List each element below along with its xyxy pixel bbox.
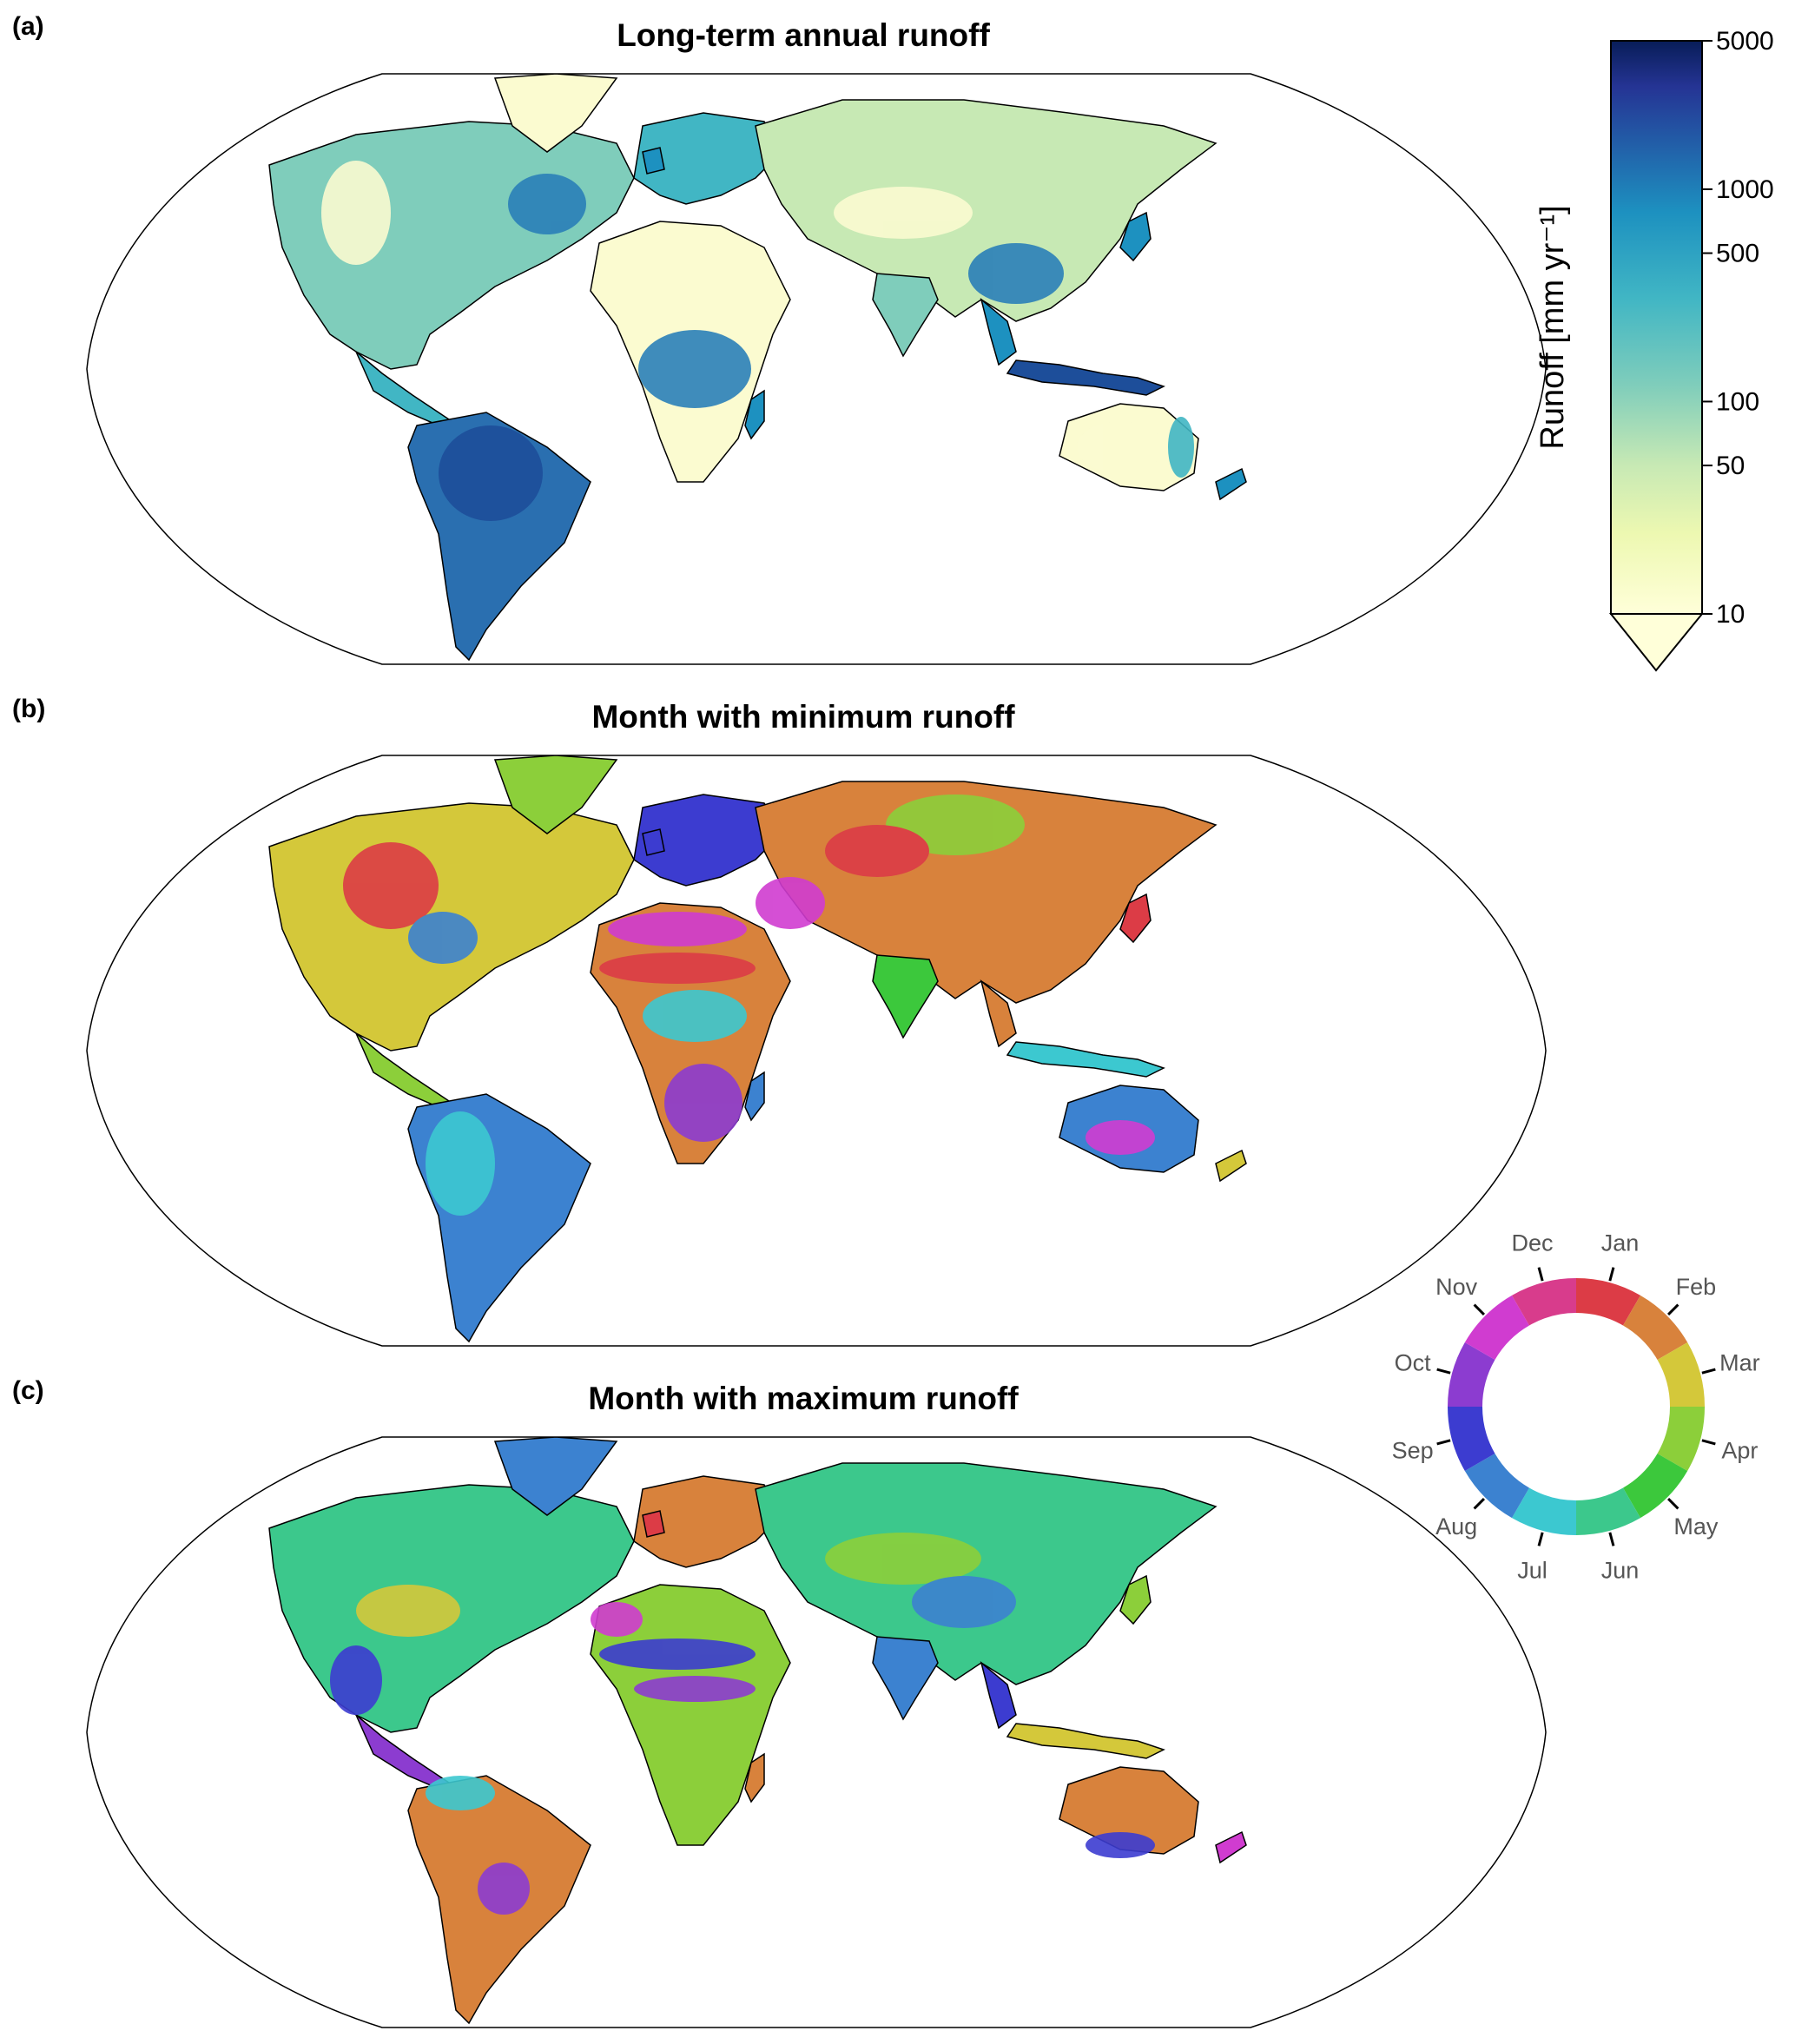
month-label-aug: Aug [1435, 1513, 1477, 1540]
month-tick [1436, 1439, 1451, 1446]
colorbar-ticks: 5000 1000 500 100 50 10 [1702, 27, 1774, 629]
runoff-colorbar: 5000 1000 500 100 50 10 Runoff [mm yr⁻¹] [1534, 27, 1774, 672]
annual-runoff-detail [321, 161, 1194, 521]
panel-a-letter: (a) [12, 12, 44, 41]
panel-a-map [86, 73, 1547, 665]
month-segment-jun [1576, 1487, 1640, 1535]
month-label-jan: Jan [1601, 1230, 1640, 1256]
month-tick [1608, 1267, 1615, 1282]
panel-c-title: Month with maximum runoff [588, 1381, 1019, 1416]
month-tick [1701, 1439, 1716, 1446]
month-label-nov: Nov [1435, 1274, 1478, 1300]
colorbar-body [1610, 40, 1703, 615]
panel-c-letter: (c) [12, 1376, 44, 1405]
month-label-mar: Mar [1719, 1350, 1760, 1376]
month-tick [1608, 1532, 1615, 1546]
month-segment-oct [1448, 1342, 1495, 1407]
month-tick [1473, 1303, 1485, 1315]
month-tick [1701, 1368, 1716, 1375]
month-label-apr: Apr [1721, 1437, 1758, 1463]
colorbar-tick-label: 10 [1716, 600, 1745, 629]
month-label-jun: Jun [1601, 1557, 1640, 1583]
colorbar-tick-label: 1000 [1716, 175, 1774, 204]
month-label-jul: Jul [1517, 1557, 1548, 1583]
month-segment-aug [1464, 1454, 1529, 1519]
month-label-sep: Sep [1392, 1437, 1434, 1463]
month-segment-nov [1464, 1295, 1529, 1360]
colorbar-label: Runoff [mm yr⁻¹] [1534, 205, 1571, 449]
month-tick [1473, 1498, 1485, 1510]
min-month-detail [343, 795, 1155, 1216]
panel-b-letter: (b) [12, 695, 46, 723]
month-segment-may [1623, 1454, 1688, 1519]
colorbar-tick-label: 5000 [1716, 27, 1774, 56]
month-tick [1537, 1267, 1544, 1282]
month-segment-dec [1512, 1278, 1576, 1326]
month-tick [1537, 1532, 1544, 1546]
month-label-may: May [1673, 1513, 1719, 1540]
colorbar-tick-label: 500 [1716, 240, 1759, 268]
colorbar-extend-arrow [1608, 613, 1705, 672]
month-label-feb: Feb [1676, 1274, 1717, 1300]
month-segment-apr [1657, 1407, 1705, 1471]
colorbar-tick-label: 50 [1716, 452, 1745, 480]
panel-b-map [86, 755, 1547, 1347]
month-segment-feb [1623, 1295, 1688, 1360]
max-month-detail [330, 1533, 1155, 1915]
month-tick [1436, 1368, 1451, 1375]
month-tick [1667, 1303, 1680, 1315]
panel-a-title: Long-term annual runoff [617, 17, 990, 53]
month-segment-sep [1448, 1407, 1495, 1471]
panel-b-title: Month with minimum runoff [591, 699, 1015, 735]
month-wheel-legend: Jan Feb Mar Apr May Jun Jul Aug Sep Oct Nov Dec [1392, 1230, 1760, 1584]
month-segment-mar [1657, 1342, 1705, 1407]
month-segment-jul [1512, 1487, 1576, 1535]
month-label-dec: Dec [1512, 1230, 1554, 1256]
month-tick [1667, 1498, 1680, 1510]
month-label-oct: Oct [1395, 1350, 1432, 1376]
panel-c-map [86, 1436, 1547, 2028]
month-segment-jan [1576, 1278, 1640, 1326]
colorbar-tick-label: 100 [1716, 387, 1759, 416]
